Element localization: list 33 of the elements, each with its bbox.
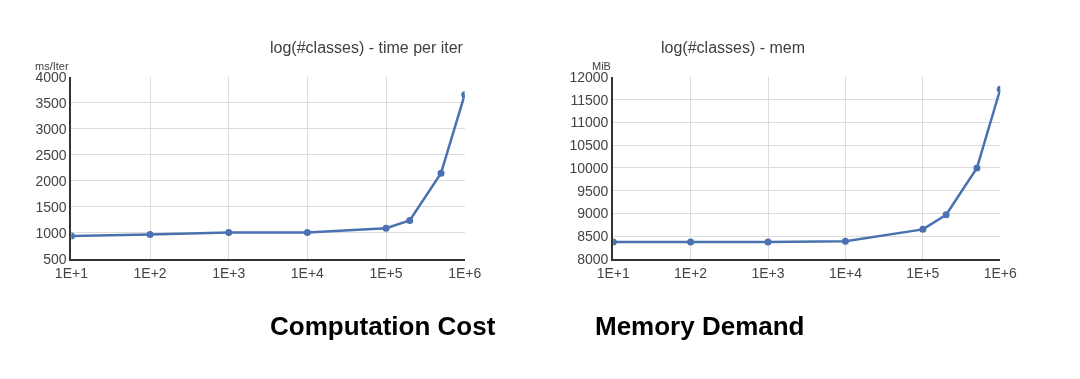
y-tick-label: 11000: [570, 114, 609, 131]
y-tick-label: 1500: [35, 198, 67, 215]
y-tick-label: 500: [43, 250, 67, 267]
y-tick-label: 2000: [35, 172, 67, 189]
chart-title: log(#classes) - mem: [661, 39, 806, 56]
chart-title: log(#classes) - time per iter: [270, 39, 464, 56]
y-tick-label: 8500: [577, 228, 609, 245]
x-tick-label: 1E+2: [133, 264, 167, 281]
text: Memory Demand: [595, 311, 805, 341]
y-tick-label: 9500: [577, 182, 609, 199]
x-tick-label: 1E+5: [906, 264, 940, 281]
x-tick-label: 1E+3: [212, 264, 246, 281]
y-tick-label: 3500: [35, 94, 67, 111]
y-tick-label: 10000: [569, 159, 609, 176]
y-tick-label: 3000: [35, 120, 67, 137]
y-axis-title: ms/Iter: [35, 60, 69, 72]
x-tick-label: 1E+1: [54, 264, 89, 281]
x-tick-label: 1E+6: [983, 264, 1017, 281]
y-tick-label: 11500: [570, 91, 609, 108]
y-tick-label: 2500: [35, 146, 67, 163]
y-axis-title: MiB: [592, 60, 611, 72]
x-tick-label: 1E+6: [448, 264, 482, 281]
x-tick-label: 1E+5: [369, 264, 403, 281]
x-tick-label: 1E+1: [596, 264, 630, 281]
y-tick-label: 9000: [577, 205, 609, 222]
x-tick-label: 1E+2: [674, 264, 708, 281]
text: Computation Cost: [270, 311, 496, 341]
y-tick-label: 1000: [35, 224, 67, 241]
x-tick-label: 1E+3: [751, 264, 785, 281]
y-tick-label: 10500: [569, 137, 609, 154]
y-tick-label: 8000: [577, 250, 609, 267]
x-tick-label: 1E+4: [828, 264, 863, 281]
x-tick-label: 1E+4: [290, 264, 325, 281]
